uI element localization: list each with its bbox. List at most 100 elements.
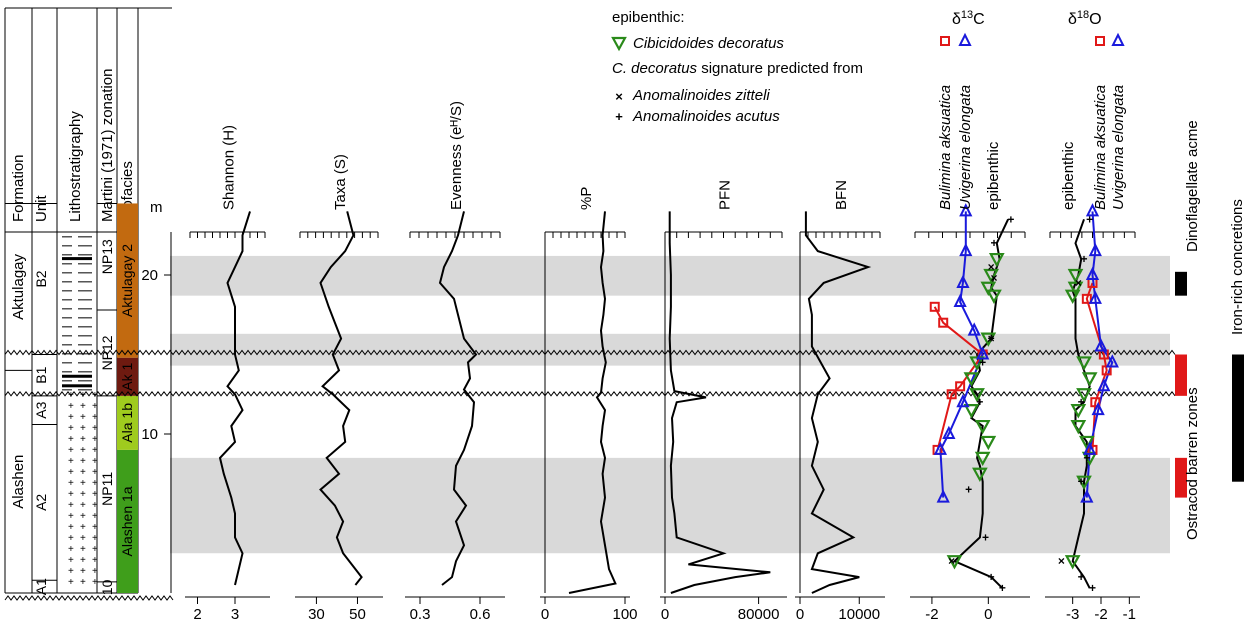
panel-2: Evenness (eᴴ/S) 0.3 0.6 xyxy=(405,101,505,623)
ostracod-label: Ostracod barren zones xyxy=(1184,387,1201,540)
column-marker-square xyxy=(1095,36,1105,46)
lithology-marl-symbol: + xyxy=(80,555,86,566)
zitteli-marker: × xyxy=(1058,554,1065,568)
lithology-marl-symbol: + xyxy=(92,456,98,467)
bulimina-marker xyxy=(1081,293,1092,304)
panel-7: -3 -2 -1 × × + + + + + + + xyxy=(1045,203,1140,623)
uvigerina-marker xyxy=(1083,441,1097,455)
series-line xyxy=(438,211,478,586)
depth-unit-label: m xyxy=(150,199,163,216)
column-marker-triangle xyxy=(958,32,972,46)
panel-title: Taxa (S) xyxy=(332,154,349,210)
x-tick-label: -3 xyxy=(1066,606,1079,623)
lithology-marl-symbol: + xyxy=(68,412,74,423)
lithology-marl-symbol: + xyxy=(68,445,74,456)
epibenthic-column-label: epibenthic xyxy=(985,141,1002,210)
panel-title: BFN xyxy=(833,180,850,210)
lithology-marl-symbol: + xyxy=(80,577,86,588)
acutus-marker: + xyxy=(1083,451,1090,465)
x-tick-label: 0 xyxy=(984,606,992,623)
biofacies-block xyxy=(117,449,138,593)
panel-title: PFN xyxy=(717,180,734,210)
isotope-header: δ13C xyxy=(952,9,985,28)
x-tick-label: 0.3 xyxy=(410,606,431,623)
x-tick-label: 0 xyxy=(661,606,669,623)
lithology-marl-symbol: + xyxy=(92,489,98,500)
x-tick-label: 50 xyxy=(349,606,366,623)
biofacies-label: Alashen 1a xyxy=(119,486,135,556)
lithology-marl-symbol: + xyxy=(80,500,86,511)
lithology-marl-symbol: + xyxy=(92,566,98,577)
lithology-marl-symbol: + xyxy=(68,566,74,577)
bulimina-marker xyxy=(946,389,957,400)
acutus-marker: + xyxy=(1089,581,1096,595)
lithology-marl-symbol: + xyxy=(68,434,74,445)
cibicidoides-marker xyxy=(963,404,980,419)
lithology-marl-symbol: + xyxy=(92,434,98,445)
acutus-marker: + xyxy=(976,395,983,409)
bulimina-marker xyxy=(938,317,949,328)
lithology-marl-symbol: + xyxy=(92,555,98,566)
uvigerina-marker xyxy=(942,425,956,439)
lithology-marl-symbol: + xyxy=(68,522,74,533)
bulimina-column-label: Bulimina aksuatica xyxy=(937,85,954,210)
dinoflagellate-bar xyxy=(1175,271,1187,296)
bulimina-marker xyxy=(929,301,940,312)
lithology-marl-symbol: + xyxy=(68,555,74,566)
uvigerina-column-label: Uvigerina elongata xyxy=(957,85,974,210)
lithology-marl-symbol: + xyxy=(92,478,98,489)
lithology-marl-symbol: + xyxy=(80,434,86,445)
cibicidoides-marker xyxy=(974,451,991,467)
acutus-marker: + xyxy=(1078,395,1085,409)
uvigerina-marker xyxy=(1085,203,1100,217)
uvigerina-marker xyxy=(1105,354,1119,368)
lithology-marl-symbol: + xyxy=(68,577,74,588)
cibicidoides-marker xyxy=(969,388,985,403)
lithology-marl-symbol: + xyxy=(92,511,98,522)
acutus-marker: + xyxy=(1080,252,1087,266)
legend: epibenthic: Cibicidoides decoratus C. deco… xyxy=(611,9,1127,210)
column-marker-square xyxy=(940,36,950,46)
nannozone-label: NP13 xyxy=(99,239,115,274)
zitteli-marker: × xyxy=(1075,276,1082,290)
panel-6: -2 0××××+++++++++ xyxy=(910,203,1030,623)
lithology-marl-symbol: + xyxy=(92,544,98,555)
lithology-marl-symbol: + xyxy=(68,533,74,544)
lithology-marl-symbol: + xyxy=(92,412,98,423)
nannozone-label: NP11 xyxy=(99,472,115,506)
data-panels: Shannon (H) 2 3 Taxa (S) 30 50 Evenness (eᴴ/S)… xyxy=(185,101,1140,623)
uvigerina-marker xyxy=(959,242,973,257)
formation-header: Formation xyxy=(10,154,27,222)
uvigerina-marker xyxy=(956,393,970,408)
legend-predicted-label: C. decoratus signature predicted from xyxy=(612,60,863,77)
unit-label: A3 xyxy=(33,401,49,418)
series-line xyxy=(568,211,617,594)
uvigerina-marker xyxy=(1080,489,1094,503)
cibicidoides-marker xyxy=(1076,356,1092,371)
x-tick-label: 30 xyxy=(308,606,325,623)
panel-title: %P xyxy=(578,187,595,210)
biofacies-block xyxy=(117,395,138,450)
acutus-marker: + xyxy=(990,236,997,250)
uvigerina-marker xyxy=(1094,338,1108,352)
column-marker-triangle xyxy=(1111,32,1125,46)
cibicidoides-marker xyxy=(1081,451,1098,467)
x-tick-label: 80000 xyxy=(738,606,780,623)
lithology-marl-symbol: + xyxy=(92,423,98,434)
nannozone-label: 10 xyxy=(99,579,115,595)
gray-band xyxy=(170,457,1170,554)
x-tick-label: 0 xyxy=(796,606,804,623)
x-tick-label: 2 xyxy=(193,606,201,623)
iron-concretion-label: Iron-rich concretions xyxy=(1229,199,1246,335)
cibicidoides-marker xyxy=(1070,404,1087,419)
legend-acutus-marker: + xyxy=(615,109,623,124)
cibicidoides-marker xyxy=(1064,555,1081,570)
lithology-marl-symbol: + xyxy=(92,401,98,412)
unit-label: A2 xyxy=(33,494,49,511)
cibicidoides-marker xyxy=(983,268,1000,284)
acutus-marker: + xyxy=(1078,570,1085,584)
unit-label: B1 xyxy=(33,366,49,383)
x-tick-label: -2 xyxy=(925,606,938,623)
bulimina-marker xyxy=(1090,397,1101,408)
